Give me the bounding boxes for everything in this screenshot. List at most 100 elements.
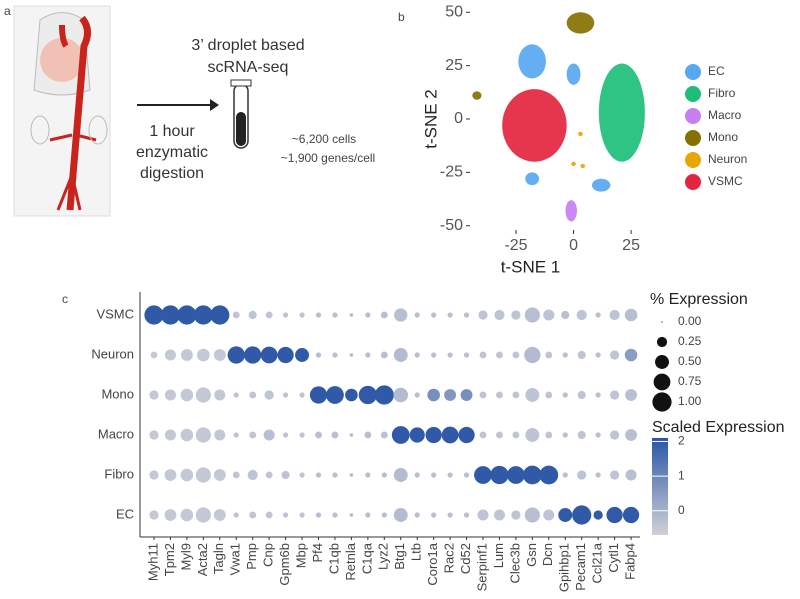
dot — [427, 388, 440, 402]
dot — [622, 506, 640, 524]
dot — [381, 472, 387, 478]
cluster — [472, 91, 482, 100]
dot — [441, 426, 459, 444]
dot — [260, 346, 278, 364]
gene-label: Lyz2 — [376, 543, 391, 570]
colorbar-label: 2 — [678, 434, 685, 448]
dot — [248, 310, 257, 320]
dot — [414, 472, 420, 478]
dot — [164, 349, 176, 361]
dot — [393, 508, 408, 522]
dot — [595, 472, 601, 478]
panel-label: c — [62, 292, 68, 306]
dot — [524, 507, 540, 523]
dot — [577, 430, 586, 440]
text: ~6,200 cells — [292, 132, 356, 146]
dot — [233, 432, 239, 438]
dot — [349, 473, 354, 477]
dot — [249, 391, 257, 399]
dot — [595, 312, 601, 318]
gene-label: Mbp — [293, 543, 308, 568]
dot — [609, 390, 620, 400]
dot — [460, 389, 473, 401]
dot — [393, 468, 408, 482]
dot — [349, 433, 354, 437]
dot — [431, 472, 437, 478]
y-tick-label: -25 — [440, 164, 463, 181]
dot — [249, 431, 257, 439]
text: enzymatic — [136, 144, 208, 161]
dot — [525, 388, 540, 402]
dot — [593, 510, 603, 520]
gene-label: Retnla — [343, 542, 358, 580]
dot — [210, 305, 230, 325]
legend-label: Macro — [708, 108, 742, 122]
dot — [512, 391, 520, 399]
dot — [512, 351, 520, 359]
dot — [180, 428, 194, 442]
legend-swatch — [685, 86, 701, 102]
text: 3’ droplet based — [191, 37, 304, 54]
dot — [263, 429, 275, 441]
gene-label: C1qa — [359, 542, 374, 574]
dot — [479, 351, 487, 359]
dot — [447, 352, 453, 358]
y-axis-label: t-SNE 2 — [421, 89, 440, 149]
dot — [193, 305, 213, 325]
dot — [282, 392, 289, 398]
dot — [414, 312, 420, 318]
dot — [233, 392, 239, 398]
dot — [609, 430, 620, 440]
dot — [315, 512, 322, 518]
panel-c: c VSMC Neuron Mono Macro Fibro EC Myh11 Tpm2 Myl9… — [62, 291, 785, 592]
legend-label: 0.50 — [678, 354, 702, 368]
row-label: Neuron — [91, 346, 134, 361]
dot — [543, 509, 555, 521]
legend-label: Neuron — [708, 152, 747, 166]
dot — [463, 352, 470, 358]
dot — [431, 512, 437, 518]
gene-label: Pecam1 — [573, 543, 588, 591]
dot — [525, 428, 540, 442]
dot — [496, 351, 503, 359]
dot — [624, 348, 638, 362]
legend-dot — [652, 392, 672, 412]
dot — [365, 512, 371, 518]
dot — [431, 312, 437, 318]
dot — [214, 389, 226, 401]
gene-label: Pmp — [244, 543, 259, 570]
legend-swatch — [685, 108, 701, 124]
dot — [493, 509, 505, 521]
gene-label: Rac2 — [442, 543, 457, 573]
dot — [315, 352, 322, 358]
dot — [264, 390, 274, 400]
y-tick-label: 0 — [454, 110, 463, 127]
dot — [463, 512, 470, 518]
dot — [244, 346, 262, 364]
gene-label: Pf4 — [310, 543, 325, 563]
aortic-arch — [59, 24, 69, 48]
dot — [332, 512, 338, 518]
dot — [315, 431, 322, 439]
cluster — [580, 163, 586, 169]
legend-label: Mono — [708, 130, 738, 144]
dot — [358, 385, 377, 405]
dot — [479, 431, 487, 439]
legend-swatch — [685, 174, 701, 190]
dot — [380, 311, 388, 319]
dot — [380, 431, 388, 439]
dot — [195, 427, 211, 443]
gene-label: Fabp4 — [622, 543, 637, 580]
panel-a: a 3’ droplet based scRNA-seq 1 hour enzy… — [4, 4, 375, 217]
legend-label: Fibro — [708, 86, 736, 100]
panel-label: b — [398, 10, 405, 24]
gene-label: Cytl1 — [606, 543, 621, 573]
dot — [374, 385, 394, 405]
dot — [479, 391, 487, 399]
dot — [195, 467, 211, 483]
legend-label: 0.75 — [678, 374, 702, 388]
tube-cap — [230, 79, 252, 87]
x-axis-label: t-SNE 1 — [501, 257, 561, 276]
dot — [474, 466, 492, 484]
dot — [409, 427, 425, 443]
